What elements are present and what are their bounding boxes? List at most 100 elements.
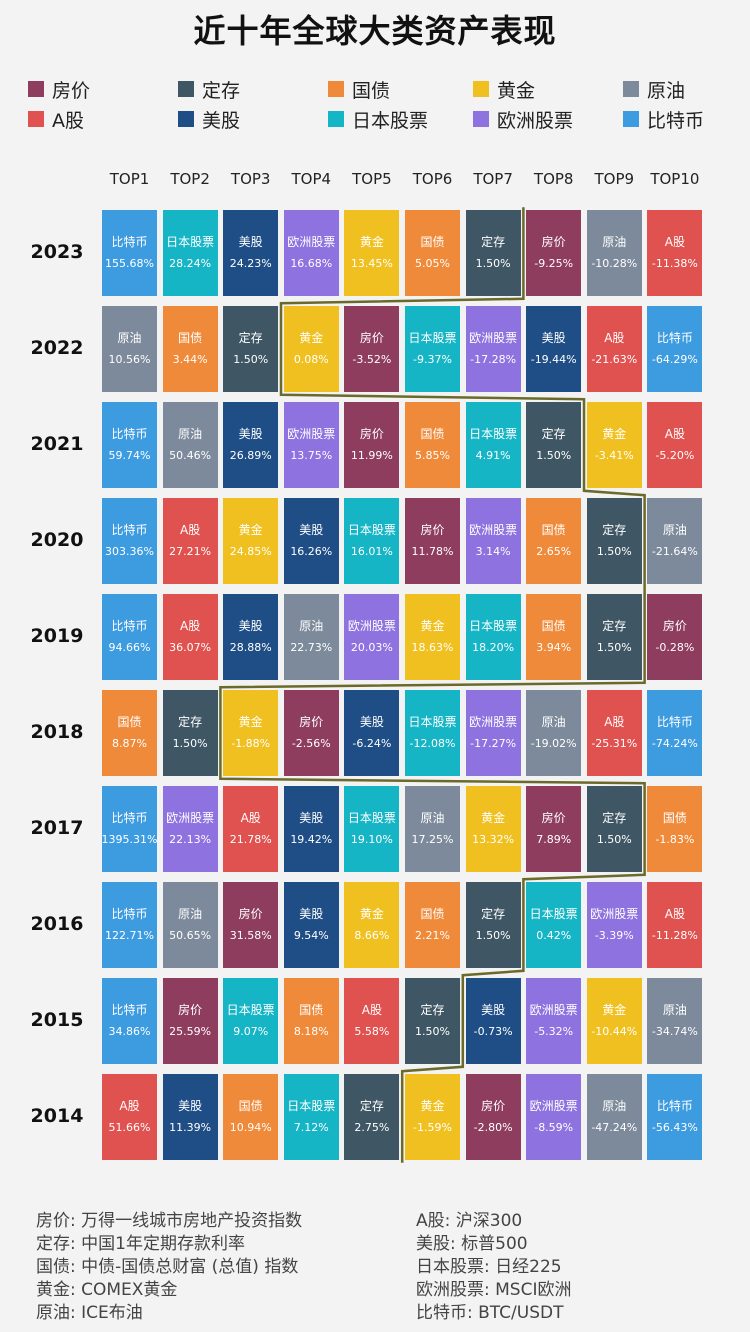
asset-name: 比特币 bbox=[111, 235, 148, 249]
asset-cell: 国债 3.44% bbox=[162, 306, 218, 392]
asset-cell: A股 36.07% bbox=[162, 594, 218, 680]
asset-return: 31.58% bbox=[229, 929, 272, 942]
asset-name: 比特币 bbox=[111, 1003, 148, 1017]
asset-name: 欧洲股票 bbox=[529, 1099, 578, 1113]
legend-swatch bbox=[328, 111, 344, 127]
year-label: 2014 bbox=[30, 1105, 84, 1127]
legend-swatch bbox=[473, 111, 489, 127]
asset-name: 日本股票 bbox=[469, 619, 518, 633]
asset-return: -10.28% bbox=[591, 257, 638, 270]
asset-cell: 日本股票 -12.08% bbox=[405, 690, 460, 776]
asset-cell: 国债 8.87% bbox=[102, 690, 157, 776]
footnote: 定存: 中国1年定期存款利率 bbox=[36, 1234, 245, 1254]
footnote: A股: 沪深300 bbox=[416, 1211, 523, 1231]
asset-name: 日本股票 bbox=[469, 427, 518, 441]
asset-return: 19.42% bbox=[290, 833, 333, 846]
asset-name: 日本股票 bbox=[287, 1099, 336, 1113]
asset-name: 比特币 bbox=[111, 907, 148, 921]
asset-cell: 定存 1.50% bbox=[586, 594, 642, 680]
asset-return: 13.75% bbox=[290, 449, 333, 462]
asset-name: 定存 bbox=[541, 427, 566, 441]
asset-cell: 定存 2.75% bbox=[344, 1074, 400, 1160]
asset-cell: 国债 2.65% bbox=[526, 498, 582, 584]
asset-name: 房价 bbox=[481, 1099, 506, 1113]
asset-name: 日本股票 bbox=[408, 715, 457, 729]
asset-name: 欧洲股票 bbox=[469, 715, 518, 729]
asset-cell: 欧洲股票 -17.27% bbox=[465, 690, 521, 776]
asset-name: 黄金 bbox=[359, 907, 384, 921]
asset-name: 美股 bbox=[299, 523, 324, 537]
asset-cell: A股 21.78% bbox=[223, 786, 279, 872]
asset-name: A股 bbox=[604, 331, 625, 345]
asset-name: 美股 bbox=[299, 811, 324, 825]
legend-label: 国债 bbox=[352, 79, 391, 102]
asset-name: 日本股票 bbox=[166, 235, 215, 249]
asset-return: 19.10% bbox=[350, 833, 393, 846]
legend-swatch bbox=[328, 81, 344, 97]
asset-return: -5.32% bbox=[534, 1025, 574, 1038]
year-label: 2016 bbox=[30, 913, 84, 935]
asset-return: 1.50% bbox=[596, 641, 632, 654]
asset-cell: 欧洲股票 20.03% bbox=[344, 594, 400, 680]
asset-name: 房价 bbox=[541, 235, 566, 249]
asset-name: 日本股票 bbox=[347, 811, 396, 825]
asset-cell: 美股 11.39% bbox=[162, 1074, 218, 1160]
asset-cell: 比特币 -56.43% bbox=[647, 1074, 703, 1160]
asset-name: 日本股票 bbox=[347, 523, 396, 537]
year-label: 2021 bbox=[30, 433, 84, 455]
year-label: 2020 bbox=[30, 529, 84, 551]
asset-cell: 欧洲股票 22.13% bbox=[162, 786, 218, 872]
asset-cell: 欧洲股票 -17.28% bbox=[465, 306, 521, 392]
asset-cell: A股 -11.38% bbox=[647, 210, 703, 296]
legend-label: 原油 bbox=[647, 79, 686, 102]
asset-return: 3.14% bbox=[475, 545, 511, 558]
legend-item: 黄金 bbox=[473, 76, 535, 102]
asset-name: A股 bbox=[119, 1099, 140, 1113]
footnote: 欧洲股票: MSCI欧洲 bbox=[416, 1280, 572, 1300]
asset-name: 美股 bbox=[481, 1003, 506, 1017]
asset-return: 8.87% bbox=[112, 737, 147, 750]
asset-return: -1.88% bbox=[231, 737, 271, 750]
year-label: 2015 bbox=[30, 1009, 84, 1031]
column-header: TOP5 bbox=[352, 170, 392, 188]
asset-cell: 欧洲股票 -3.39% bbox=[586, 882, 642, 968]
asset-return: 24.23% bbox=[229, 257, 272, 270]
asset-return: 9.54% bbox=[293, 929, 329, 942]
asset-return: 7.12% bbox=[293, 1121, 329, 1134]
asset-cell: 原油 -10.28% bbox=[586, 210, 642, 296]
asset-name: 美股 bbox=[299, 907, 324, 921]
year-label: 2019 bbox=[30, 625, 84, 647]
asset-cell: 原油 50.65% bbox=[162, 882, 218, 968]
asset-cell: 房价 11.99% bbox=[344, 402, 400, 488]
asset-cell: 比特币 155.68% bbox=[102, 210, 157, 296]
asset-return: -8.59% bbox=[534, 1121, 574, 1134]
year-label: 2023 bbox=[30, 241, 84, 263]
asset-name: 房价 bbox=[662, 619, 687, 633]
asset-name: 黄金 bbox=[602, 1003, 627, 1017]
asset-return: -74.24% bbox=[651, 737, 698, 750]
asset-name: 国债 bbox=[299, 1003, 324, 1017]
asset-name: 国债 bbox=[117, 715, 142, 729]
asset-cell: 黄金 -1.88% bbox=[223, 690, 279, 776]
asset-cell: A股 -21.63% bbox=[586, 306, 642, 392]
asset-return: 3.44% bbox=[172, 353, 208, 366]
asset-cell: A股 -11.28% bbox=[647, 882, 703, 968]
asset-return: 94.66% bbox=[108, 641, 151, 654]
footnote: 国债: 中债-国债总财富 (总值) 指数 bbox=[36, 1257, 299, 1277]
asset-cell: 黄金 -3.41% bbox=[586, 402, 642, 488]
asset-return: 1.50% bbox=[596, 545, 632, 558]
asset-cell: 房价 25.59% bbox=[162, 978, 218, 1064]
asset-cell: 美股 28.88% bbox=[223, 594, 279, 680]
year-label: 2018 bbox=[30, 721, 84, 743]
legend-item: 美股 bbox=[178, 106, 240, 132]
year-label: 2017 bbox=[30, 817, 84, 839]
asset-cell: 黄金 24.85% bbox=[223, 498, 279, 584]
asset-name: 比特币 bbox=[656, 331, 693, 345]
asset-cell: 黄金 0.08% bbox=[283, 306, 339, 392]
asset-name: 房价 bbox=[178, 1003, 203, 1017]
asset-cell: 国债 3.94% bbox=[526, 594, 582, 680]
asset-return: 50.65% bbox=[169, 929, 212, 942]
legend-item: 国债 bbox=[328, 76, 390, 102]
asset-return: -12.08% bbox=[409, 737, 456, 750]
asset-return: 59.74% bbox=[108, 449, 151, 462]
